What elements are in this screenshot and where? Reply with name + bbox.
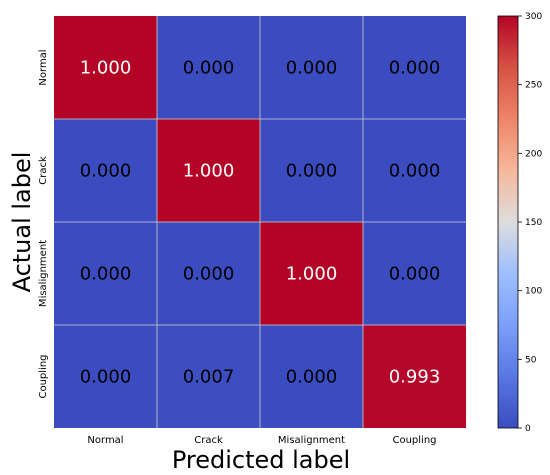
heatmap-grid bbox=[54, 16, 466, 428]
cell-value-label: 0.000 bbox=[80, 367, 132, 388]
heatmap-cell bbox=[260, 325, 363, 428]
colorbar-tick-label: 200 bbox=[525, 149, 542, 159]
x-axis-title: Predicted label bbox=[172, 446, 350, 474]
heatmap-cell bbox=[260, 119, 363, 222]
heatmap-cell bbox=[157, 16, 260, 119]
heatmap-cell bbox=[54, 222, 157, 325]
colorbar-tick-label: 250 bbox=[525, 81, 542, 91]
heatmap-cell bbox=[157, 222, 260, 325]
heatmap-cell bbox=[363, 119, 466, 222]
y-tick-label: Normal bbox=[38, 49, 49, 85]
cell-value-label: 0.000 bbox=[183, 58, 235, 79]
y-tick-label: Coupling bbox=[38, 354, 49, 398]
colorbar-tick-label: 0 bbox=[525, 424, 531, 434]
y-axis-title: Actual label bbox=[8, 152, 36, 293]
heatmap-cell bbox=[157, 119, 260, 222]
colorbar-ticks: 0 50 100 150 200 250 300 bbox=[518, 12, 542, 434]
heatmap-cell bbox=[260, 16, 363, 119]
x-axis-tick-labels: Normal Crack Misalignment Coupling bbox=[87, 435, 436, 446]
cell-value-label: 0.000 bbox=[80, 264, 132, 285]
x-tick-label: Normal bbox=[87, 435, 123, 446]
x-tick-label: Crack bbox=[194, 435, 223, 446]
colorbar-tick-label: 50 bbox=[525, 355, 537, 365]
x-tick-label: Coupling bbox=[392, 435, 436, 446]
heatmap-cell bbox=[157, 325, 260, 428]
cell-value-label: 1.000 bbox=[286, 264, 338, 285]
x-tick-label: Misalignment bbox=[278, 435, 345, 446]
heatmap-cell bbox=[54, 16, 157, 119]
colorbar bbox=[497, 15, 519, 429]
cell-value-label: 0.000 bbox=[183, 264, 235, 285]
colorbar-tick-label: 300 bbox=[525, 12, 542, 22]
heatmap-cell bbox=[54, 325, 157, 428]
heatmap-cell bbox=[363, 16, 466, 119]
cell-value-label: 1.000 bbox=[80, 58, 132, 79]
y-axis-tick-labels: Normal Crack Misalignment Coupling bbox=[38, 49, 49, 398]
y-tick-label: Crack bbox=[38, 156, 49, 185]
cell-value-label: 0.000 bbox=[286, 367, 338, 388]
heatmap-cells bbox=[54, 16, 466, 428]
heatmap-cell bbox=[260, 222, 363, 325]
cell-value-label: 0.000 bbox=[80, 161, 132, 182]
heatmap-cell bbox=[363, 222, 466, 325]
y-tick-label: Misalignment bbox=[38, 240, 49, 307]
heatmap-value-labels: 1.000 0.000 0.000 0.000 0.000 1.000 0.000 0.000… bbox=[80, 58, 441, 388]
cell-value-label: 0.000 bbox=[389, 161, 441, 182]
colorbar-tick-label: 100 bbox=[525, 287, 542, 297]
colorbar-tick-label: 150 bbox=[525, 218, 542, 228]
cell-value-label: 0.993 bbox=[389, 367, 441, 388]
cell-value-label: 0.000 bbox=[286, 58, 338, 79]
cell-value-label: 0.007 bbox=[183, 367, 235, 388]
cell-value-label: 0.000 bbox=[286, 161, 338, 182]
cell-value-label: 0.000 bbox=[389, 58, 441, 79]
heatmap-cell bbox=[363, 325, 466, 428]
cell-value-label: 0.000 bbox=[389, 264, 441, 285]
cell-value-label: 1.000 bbox=[183, 161, 235, 182]
heatmap-cell bbox=[54, 119, 157, 222]
